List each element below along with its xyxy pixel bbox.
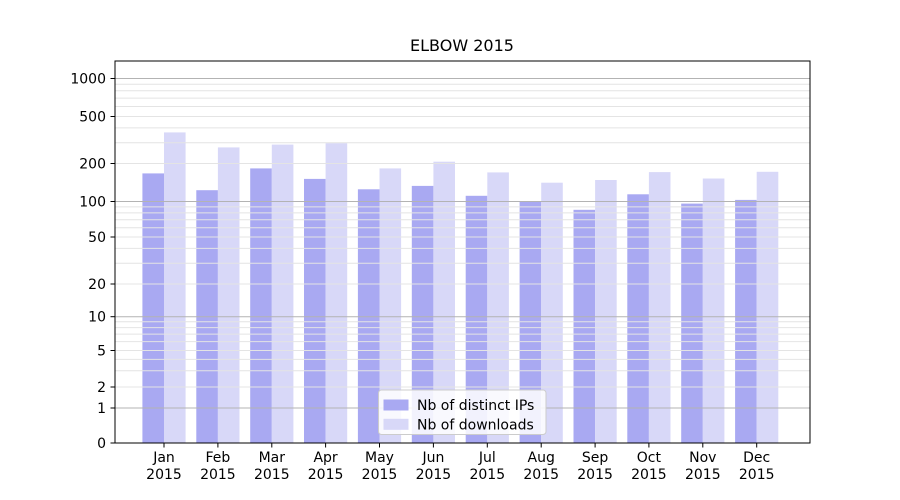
x-tick-label-month: Apr: [313, 450, 337, 466]
grid-layer: [115, 78, 810, 409]
x-tick-label-month: Jul: [478, 450, 496, 466]
y-tick-label: 200: [79, 157, 106, 173]
x-tick-label-year: 2015: [254, 467, 290, 483]
x-tick-label-year: 2015: [308, 467, 344, 483]
x-tick-label-year: 2015: [200, 467, 236, 483]
x-tick-label-month: Mar: [259, 450, 286, 466]
bar: [573, 209, 596, 443]
x-tick-label-month: Aug: [528, 450, 555, 466]
x-tick-label-month: Sep: [582, 450, 609, 466]
axis-layer: 01251020501002005001000Jan2015Feb2015Mar…: [70, 72, 774, 484]
legend-label-distinct-ips: Nb of distinct IPs: [417, 398, 534, 414]
x-tick-label-month: Nov: [689, 450, 716, 466]
x-tick-label-year: 2015: [362, 467, 398, 483]
bar: [304, 178, 326, 443]
bar: [681, 203, 703, 443]
x-tick-label-month: Feb: [206, 450, 231, 466]
bar: [164, 132, 186, 443]
bar: [217, 147, 240, 443]
bar: [702, 178, 725, 443]
y-tick-label: 1: [97, 401, 106, 417]
x-tick-label-year: 2015: [416, 467, 452, 483]
x-tick-label-month: Jan: [152, 450, 175, 466]
x-tick-label-year: 2015: [577, 467, 613, 483]
bar: [250, 168, 272, 443]
bar: [465, 195, 488, 443]
x-tick-label-year: 2015: [739, 467, 775, 483]
legend-swatch-distinct-ips: [383, 399, 409, 411]
bar: [325, 143, 348, 443]
plot-border: [114, 60, 811, 444]
x-tick-label-year: 2015: [631, 467, 667, 483]
y-tick-label: 10: [88, 310, 106, 326]
x-tick-label-year: 2015: [685, 467, 721, 483]
bar: [595, 180, 617, 443]
y-tick-label: 500: [79, 110, 106, 126]
x-tick-label-year: 2015: [523, 467, 559, 483]
x-tick-label-year: 2015: [469, 467, 505, 483]
y-tick-label: 2: [97, 380, 106, 396]
legend-label-downloads: Nb of downloads: [417, 417, 534, 433]
bar: [142, 173, 164, 443]
y-tick-label: 1000: [70, 72, 106, 88]
bar: [433, 161, 455, 443]
x-tick-label-month: Oct: [637, 450, 662, 466]
x-tick-label-month: Dec: [743, 450, 770, 466]
bar: [487, 172, 509, 443]
bar: [541, 182, 563, 443]
y-tick-label: 20: [88, 277, 106, 293]
bars-layer: [142, 132, 779, 444]
x-tick-label-month: Jun: [421, 450, 444, 466]
x-tick-label-month: May: [365, 450, 394, 466]
legend-swatch-downloads: [383, 418, 409, 430]
bar: [627, 194, 649, 443]
bar: [756, 171, 779, 444]
x-tick-label-year: 2015: [146, 467, 182, 483]
chart-title: ELBOW 2015: [410, 36, 514, 55]
bar: [411, 185, 434, 443]
legend-box: [378, 389, 547, 435]
bar: [271, 144, 294, 443]
y-tick-label: 100: [79, 195, 106, 211]
bar: [357, 189, 380, 443]
legend: Nb of distinct IPs Nb of downloads: [378, 389, 547, 435]
bar: [648, 172, 671, 443]
y-tick-label: 0: [97, 436, 106, 452]
y-tick-label: 5: [97, 344, 106, 360]
y-tick-label: 50: [88, 230, 106, 246]
